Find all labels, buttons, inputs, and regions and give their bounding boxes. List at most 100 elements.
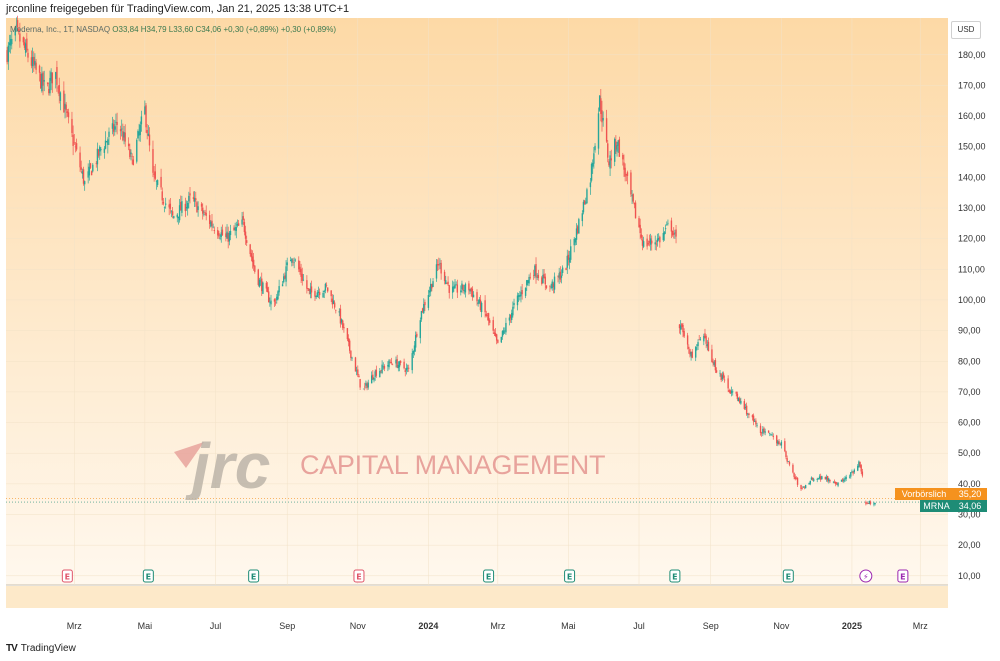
candle xyxy=(631,189,633,205)
candle-body xyxy=(274,302,277,304)
candle-body xyxy=(286,262,288,266)
candle xyxy=(610,149,612,169)
candle-body xyxy=(608,161,610,166)
candle-body xyxy=(333,302,336,308)
candle xyxy=(624,163,626,182)
candle xyxy=(829,479,831,484)
candle xyxy=(331,294,334,309)
candle-body xyxy=(690,351,692,357)
candle-body xyxy=(96,148,99,165)
x-tick-label: Jul xyxy=(210,621,222,631)
candle xyxy=(713,360,715,367)
candle xyxy=(258,277,261,288)
candle xyxy=(270,294,272,311)
candle xyxy=(176,213,178,223)
candle xyxy=(96,142,99,172)
candle-body xyxy=(801,487,803,489)
y-tick-label: 40,00 xyxy=(958,479,981,489)
candle xyxy=(559,266,562,283)
candle-body xyxy=(213,230,216,232)
candle xyxy=(89,162,92,170)
candle-body xyxy=(494,332,497,337)
candle xyxy=(82,166,85,186)
candle xyxy=(244,225,247,245)
candle-body xyxy=(34,61,36,66)
candle xyxy=(505,317,507,335)
candle xyxy=(262,281,264,295)
candle-body xyxy=(469,289,471,292)
candle-body xyxy=(541,277,543,284)
candle xyxy=(267,286,270,303)
candle-body xyxy=(865,502,867,504)
candle-body xyxy=(859,461,861,467)
candle-body xyxy=(808,482,810,485)
candle xyxy=(752,413,755,426)
candle-body xyxy=(549,285,551,287)
candle-body xyxy=(59,92,62,101)
candle-body xyxy=(398,361,401,368)
candle-body xyxy=(144,106,146,115)
candle-body xyxy=(778,441,780,445)
candle xyxy=(406,364,409,373)
candle xyxy=(261,272,263,296)
candle xyxy=(508,313,511,326)
candle-body xyxy=(664,228,667,230)
candle-body xyxy=(46,82,49,84)
candle xyxy=(480,301,483,318)
candle-body xyxy=(500,336,503,343)
tradingview-footer[interactable]: TV TradingView xyxy=(6,643,76,654)
candle xyxy=(625,173,627,182)
candle-body xyxy=(436,264,439,266)
candle xyxy=(745,402,748,416)
news-event-icon: ⚡ xyxy=(859,569,873,583)
candle-body xyxy=(730,390,733,394)
event-marker-label: E xyxy=(251,573,256,582)
candle xyxy=(711,344,713,363)
candle-body xyxy=(691,351,693,358)
top-bar: jrconline freigegeben für TradingView.co… xyxy=(0,0,1000,18)
candle-body xyxy=(526,280,528,286)
y-tick-label: 150,00 xyxy=(958,142,986,152)
candle xyxy=(269,297,271,307)
candle xyxy=(576,224,579,235)
candle-body xyxy=(618,139,621,157)
candle xyxy=(671,230,674,237)
candle-body xyxy=(397,364,400,369)
candle xyxy=(638,215,640,228)
candle xyxy=(519,291,521,301)
candle xyxy=(274,298,277,306)
candle xyxy=(398,360,401,372)
candle-body xyxy=(471,288,474,298)
y-tick-label: 160,00 xyxy=(958,111,986,121)
candle-body xyxy=(165,203,167,205)
candle-body xyxy=(448,285,450,293)
candle-body xyxy=(667,222,669,224)
candle-body xyxy=(648,241,651,243)
currency-button[interactable]: USD xyxy=(951,21,981,39)
candle xyxy=(615,135,617,154)
candle xyxy=(524,287,527,299)
candle xyxy=(535,257,537,284)
candle xyxy=(516,292,519,311)
candle xyxy=(502,327,505,336)
candle-body xyxy=(597,113,600,149)
candle xyxy=(448,284,450,299)
candle xyxy=(165,197,167,209)
candle xyxy=(112,119,115,137)
candle-body xyxy=(456,284,459,293)
candle xyxy=(80,160,82,173)
candle xyxy=(803,485,806,490)
candle xyxy=(6,46,8,65)
candle-body xyxy=(560,275,563,278)
candle-body xyxy=(24,43,27,53)
candle-body xyxy=(217,229,219,236)
candle xyxy=(97,148,100,158)
candle-body xyxy=(535,264,537,278)
candle-body xyxy=(468,283,470,291)
candle xyxy=(593,146,595,169)
candle-body xyxy=(236,223,239,226)
candle-body xyxy=(600,98,602,114)
candle xyxy=(322,290,324,298)
candle xyxy=(642,236,645,249)
